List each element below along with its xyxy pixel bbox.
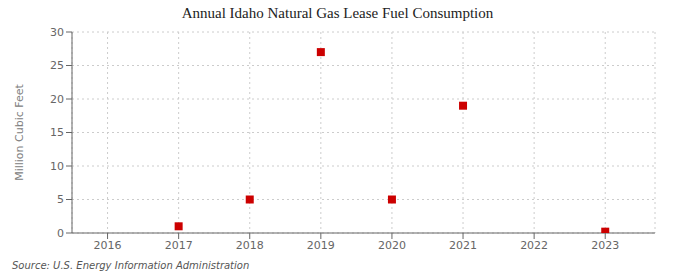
svg-text:10: 10 — [50, 160, 64, 173]
svg-text:5: 5 — [57, 193, 64, 206]
html-text:Source: U.S. Energy Informatio: Source: U.S. Energy Information Administ… — [12, 260, 250, 271]
svg-text:20: 20 — [50, 93, 64, 106]
svg-text:15: 15 — [50, 126, 64, 139]
html-text:Annual Idaho Natural Gas Lease: Annual Idaho Natural Gas Lease Fuel Cons… — [181, 5, 494, 21]
svg-text:Million Cubic Feet: Million Cubic Feet — [13, 83, 26, 180]
svg-text:2020: 2020 — [378, 239, 406, 252]
svg-text:2022: 2022 — [520, 239, 548, 252]
svg-text:30: 30 — [50, 26, 64, 39]
svg-text:2017: 2017 — [165, 239, 193, 252]
svg-text:2016: 2016 — [94, 239, 122, 252]
svg-text:2021: 2021 — [449, 239, 477, 252]
svg-text:25: 25 — [50, 59, 64, 72]
svg-text:2019: 2019 — [307, 239, 335, 252]
svg-text:0: 0 — [57, 227, 64, 240]
svg-text:2018: 2018 — [236, 239, 264, 252]
svg-text:2023: 2023 — [591, 239, 619, 252]
